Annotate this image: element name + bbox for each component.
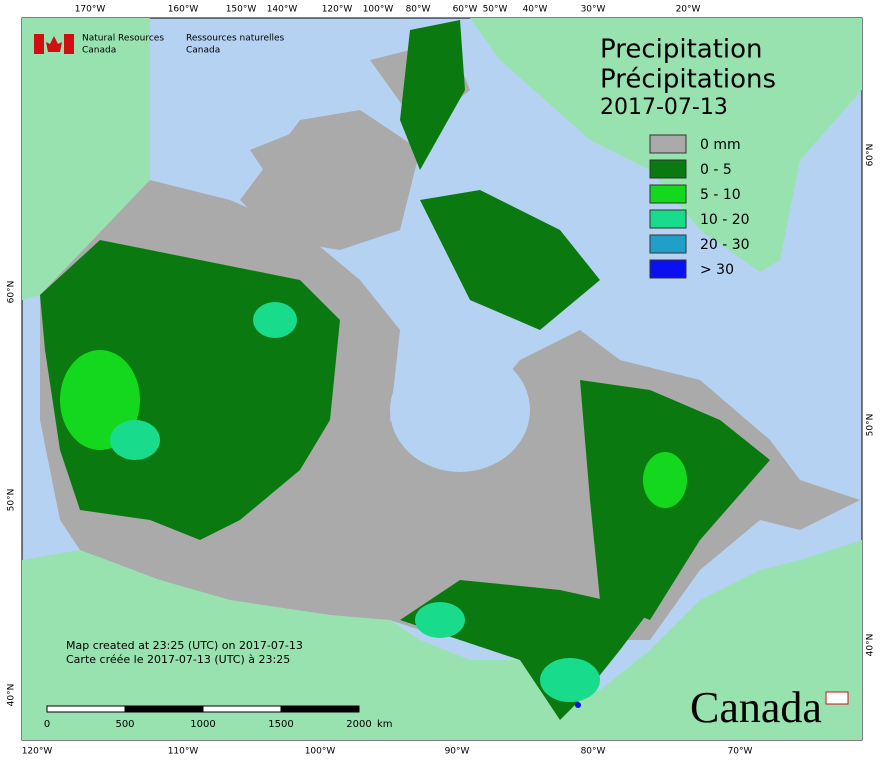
agency: Ressources naturelles [186, 34, 285, 44]
usa [22, 540, 862, 740]
legend-label: 20 - 30 [700, 237, 750, 253]
alaska [22, 18, 150, 300]
legend-swatch [649, 184, 687, 204]
legend-label: > 30 [700, 262, 734, 278]
legend-label: 0 mm [700, 137, 741, 153]
credit: Map created at 23:25 (UTC) on 2017-07-13 [66, 639, 303, 652]
agency: Canada [82, 46, 116, 56]
longitude-label: 30°W [581, 5, 606, 15]
scale-label: 2000 [346, 719, 371, 730]
latitude-label: 60°N [7, 281, 17, 304]
scale-segment [202, 705, 282, 713]
longitude-label: 90°W [445, 747, 470, 757]
longitude-label: 80°W [406, 5, 431, 15]
hudson-bay [390, 348, 530, 472]
longitude-label: 140°W [267, 5, 298, 15]
scale-segment [46, 705, 126, 713]
longitude-label: 20°W [676, 5, 701, 15]
latitude-label: 40°N [7, 684, 17, 707]
date: 2017-07-13 [600, 95, 728, 120]
longitude-label: 50°W [483, 5, 508, 15]
legend-swatch [649, 159, 687, 179]
precip-patch [110, 420, 160, 460]
latitude-label: 40°N [866, 634, 876, 657]
longitude-label: 100°W [363, 5, 394, 15]
legend-swatch [649, 209, 687, 229]
longitude-label: 150°W [226, 5, 257, 15]
graticule: 170°W 160°W 150°W 140°W 120°W 100°W 80°W 60°W 50… [7, 5, 876, 757]
scale-label: 500 [115, 719, 134, 730]
wordmark-flag [825, 691, 849, 705]
latitude-label: 60°N [866, 144, 876, 167]
legend-label: 10 - 20 [700, 212, 750, 228]
longitude-label: 170°W [75, 5, 106, 15]
precip-patch [575, 702, 581, 708]
scale-label: 0 [44, 719, 50, 730]
longitude-label: 120°W [22, 747, 53, 757]
longitude-label: 100°W [305, 747, 336, 757]
agency: Canada [186, 46, 220, 56]
precip-patch [253, 302, 297, 338]
scale-segment [280, 705, 360, 713]
wordmark: Canada [690, 683, 822, 732]
precip-patch [643, 452, 687, 508]
longitude-label: 70°W [728, 747, 753, 757]
precip-north [400, 20, 600, 330]
legend-swatch [649, 234, 687, 254]
scale-label: 1000 [190, 719, 215, 730]
flag [64, 34, 74, 54]
agency: Natural Resources [82, 34, 164, 44]
scale-bar: 0 500 1000 1500 2000 km [44, 705, 393, 730]
legend-swatch [649, 259, 687, 279]
latitude-label: 50°N [866, 414, 876, 437]
longitude-label: 60°W [453, 5, 478, 15]
longitude-label: 160°W [168, 5, 199, 15]
latitude-label: 50°N [7, 489, 17, 512]
flag [46, 36, 62, 52]
longitude-label: 120°W [322, 5, 353, 15]
flag [34, 34, 44, 54]
scale-label: 1500 [268, 719, 293, 730]
longitude-label: 110°W [168, 747, 199, 757]
legend-swatch [649, 134, 687, 154]
legend-label: 5 - 10 [700, 187, 741, 203]
longitude-label: 40°W [523, 5, 548, 15]
title: Précipitations [600, 65, 776, 95]
scale-unit: km [377, 719, 393, 730]
legend: 0 mm 0 - 5 5 - 10 10 - 20 20 - 30 > 30 [649, 134, 750, 279]
legend-label: 0 - 5 [700, 162, 732, 178]
precip-patch [415, 602, 465, 638]
title: Precipitation [600, 35, 763, 65]
scale-segment [124, 705, 204, 713]
longitude-label: 80°W [581, 747, 606, 757]
precip-patch [540, 658, 600, 702]
credit: Carte créée le 2017-07-13 (UTC) à 23:25 [66, 653, 290, 666]
